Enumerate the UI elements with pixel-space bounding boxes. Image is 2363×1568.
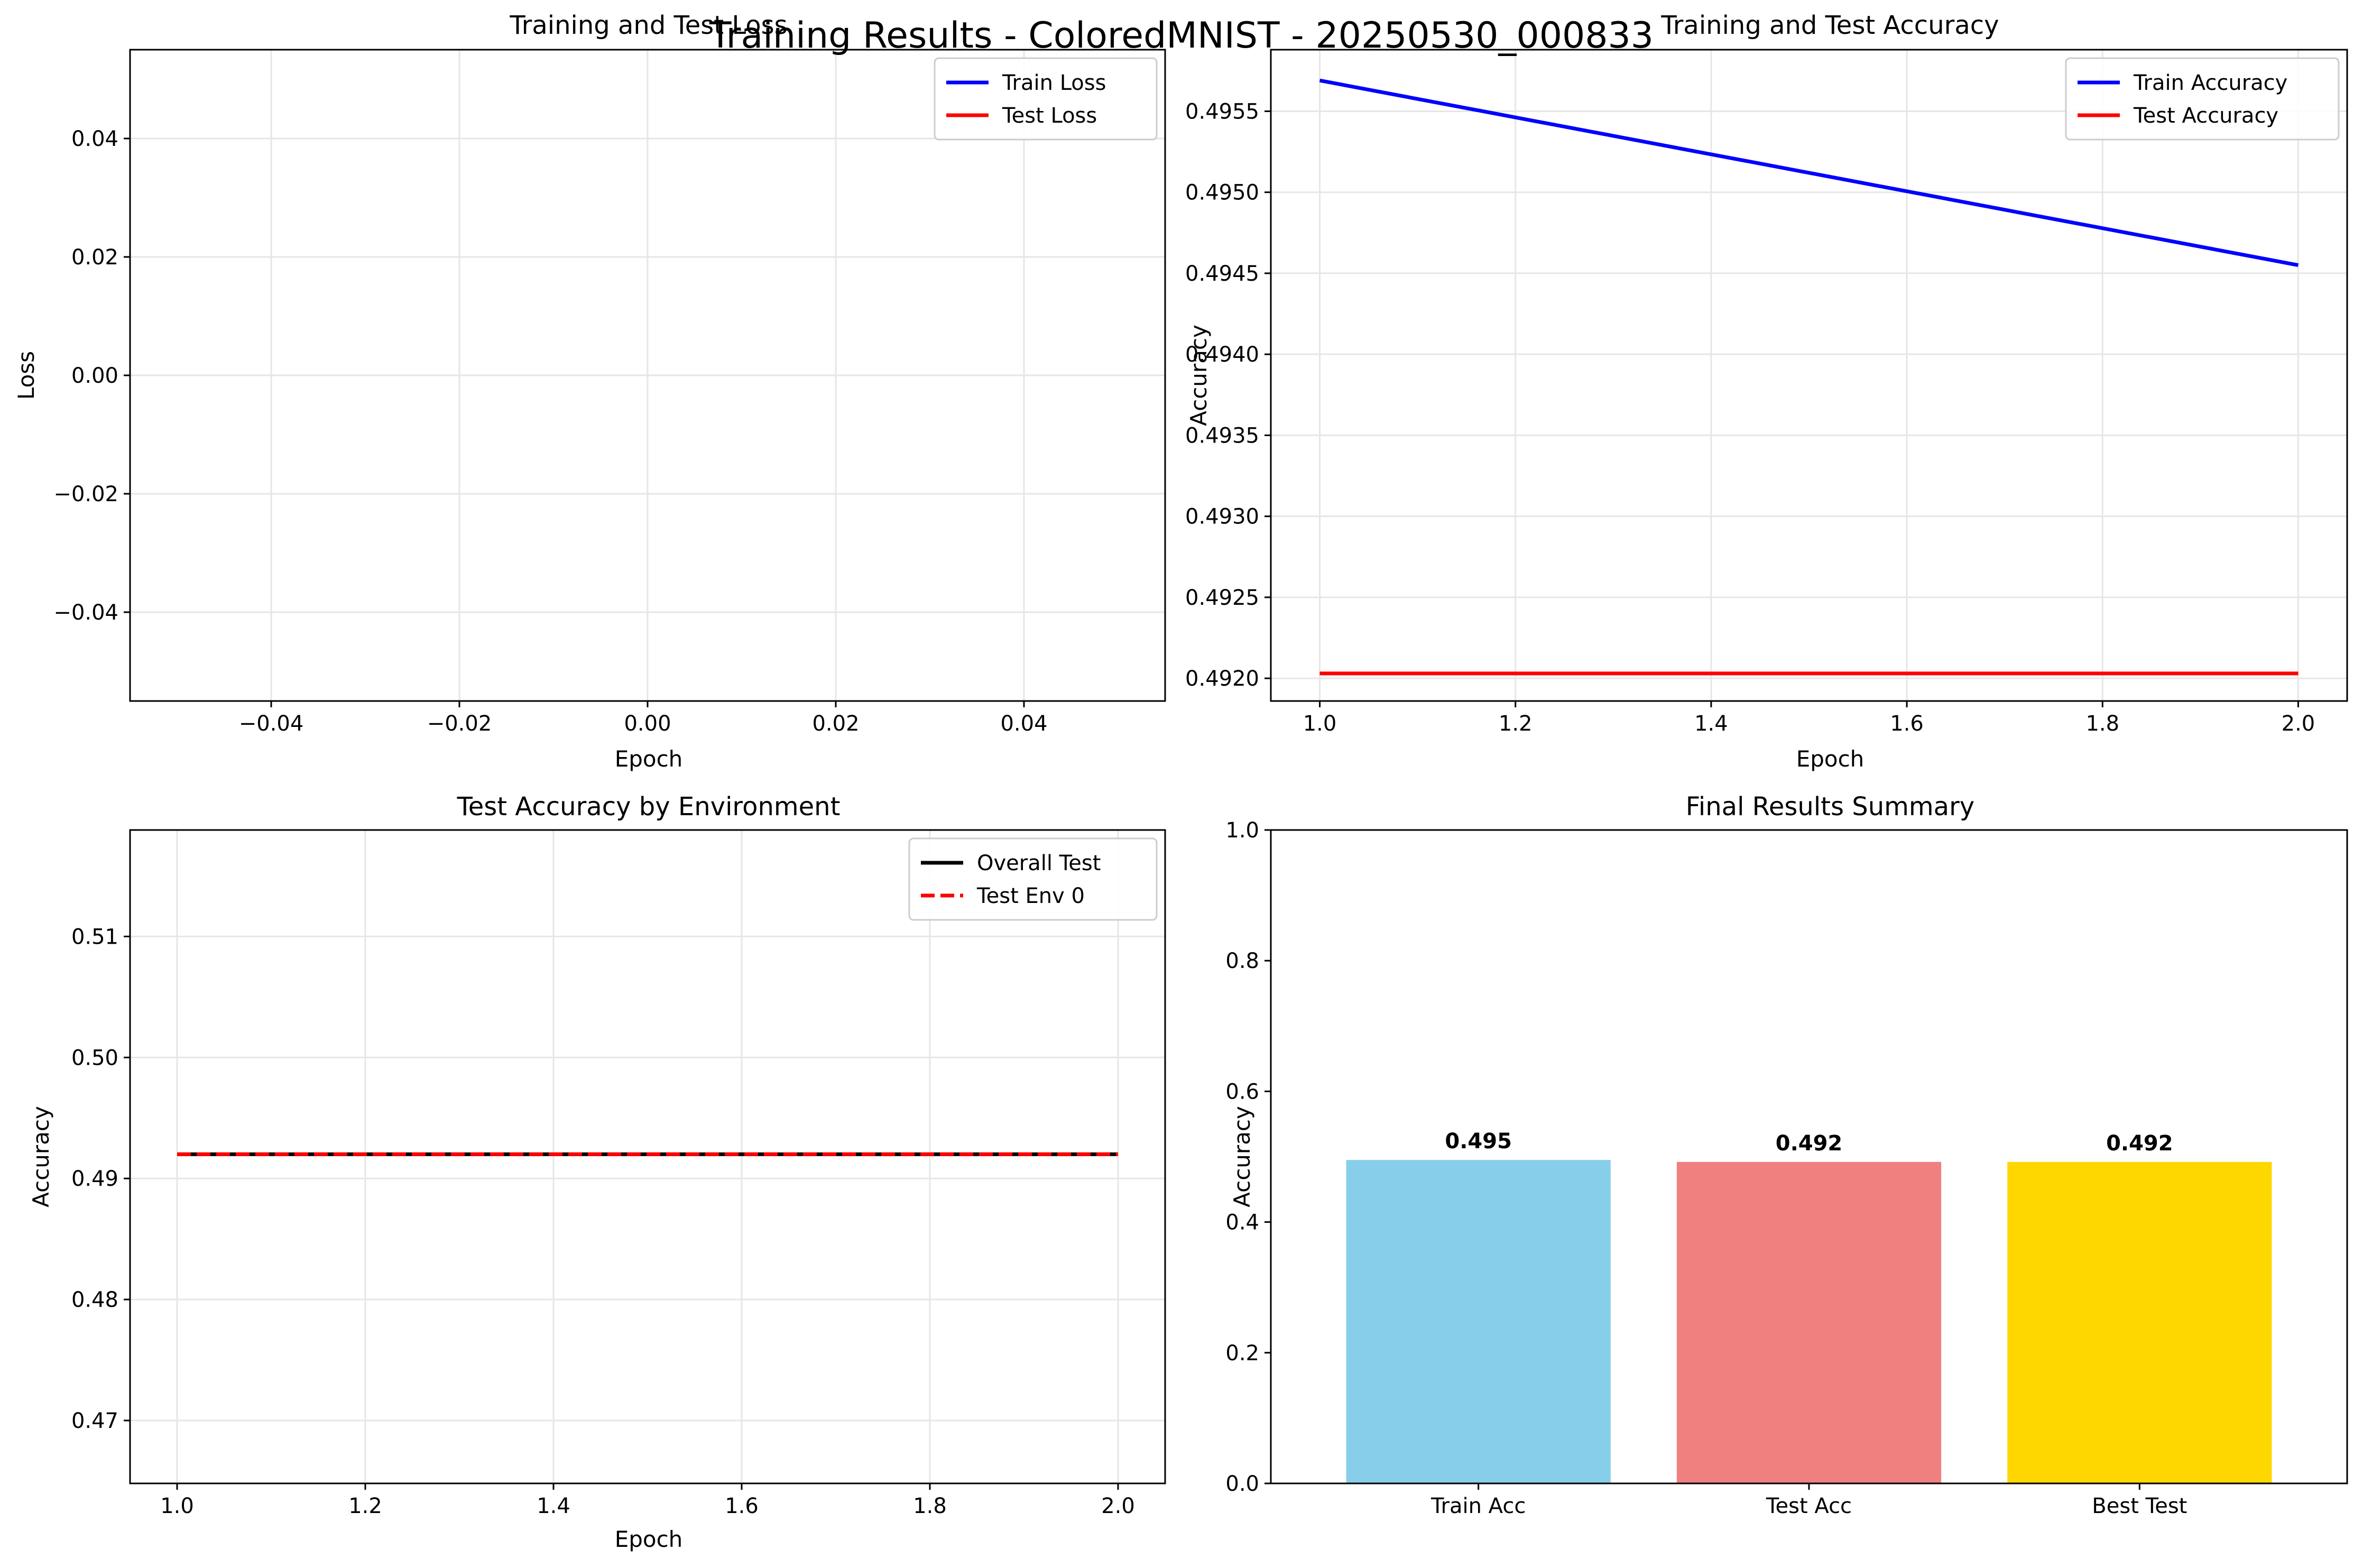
accuracy-ytick-label: 0.4930 [1185, 505, 1259, 529]
summary-bar-value-label: 0.492 [1776, 1131, 1843, 1156]
summary-xtick-label: Test Acc [1766, 1494, 1852, 1518]
loss-xtick-label: −0.04 [239, 712, 304, 736]
env-ytick-label: 0.51 [71, 925, 118, 949]
loss-panel-ticks: −0.04 −0.02 0.00 0.02 0.04 −0.04 −0.02 0.00 0.02… [53, 127, 1047, 736]
loss-ytick-label: 0.00 [71, 364, 118, 388]
loss-xtick-label: 0.00 [624, 712, 671, 736]
accuracy-ytick-label: 0.4945 [1185, 262, 1259, 286]
loss-ytick-label: 0.04 [71, 127, 118, 151]
env-ytick-label: 0.47 [71, 1409, 118, 1433]
env-panel-ticks: 1.0 1.2 1.4 1.6 1.8 2.0 0.47 0.48 0.49 0.50 0.51 [71, 925, 1135, 1518]
env-xtick-label: 1.8 [913, 1494, 947, 1518]
accuracy-xtick-label: 2.0 [2282, 712, 2315, 736]
env-ytick-label: 0.49 [71, 1167, 118, 1191]
loss-legend-box [934, 57, 1158, 141]
loss-xtick-label: 0.02 [812, 712, 859, 736]
accuracy-legend-label: Test Accuracy [2133, 104, 2278, 128]
env-xtick-label: 1.0 [160, 1494, 194, 1518]
env-panel-ylabel: Accuracy [28, 1106, 54, 1207]
env-panel: Test Accuracy by Environment Epoch Accur… [28, 792, 1166, 1552]
loss-ytick-label: 0.02 [71, 245, 118, 270]
accuracy-xtick-label: 1.8 [2085, 712, 2119, 736]
summary-xtick-label: Train Acc [1430, 1494, 1526, 1518]
summary-panel-plot: 0.495 0.492 0.492 [1346, 1129, 2272, 1483]
env-panel-frame [129, 829, 1166, 1484]
accuracy-panel-ticks: 1.0 1.2 1.4 1.6 1.8 2.0 0.4920 0.4925 0.4930 0.49… [1185, 99, 2315, 736]
summary-panel-ylabel: Accuracy [1229, 1106, 1255, 1207]
summary-ytick-label: 0.2 [1225, 1341, 1259, 1366]
summary-panel-ticks: 0.0 0.2 0.4 0.6 0.8 1.0 Train Acc Test Acc Best … [1225, 818, 2187, 1518]
accuracy-panel-legend: Train Accuracy Test Accuracy [2065, 57, 2340, 141]
summary-ytick-label: 1.0 [1225, 818, 1259, 843]
accuracy-ytick-label: 0.4940 [1185, 343, 1259, 367]
accuracy-ytick-label: 0.4935 [1185, 423, 1259, 448]
accuracy-legend-box [2065, 57, 2340, 141]
summary-ytick-label: 0.4 [1225, 1211, 1259, 1235]
env-xtick-label: 1.2 [348, 1494, 382, 1518]
summary-panel: Final Results Summary Accuracy 0.495 0.49… [1225, 792, 2348, 1518]
env-xtick-label: 2.0 [1101, 1494, 1135, 1518]
accuracy-legend-label: Train Accuracy [2133, 71, 2287, 95]
loss-xtick-label: 0.04 [1000, 712, 1047, 736]
summary-bar-value-label: 0.492 [2106, 1131, 2173, 1156]
accuracy-xtick-label: 1.4 [1694, 712, 1728, 736]
env-panel-title: Test Accuracy by Environment [457, 792, 841, 822]
loss-ytick-label: −0.04 [53, 601, 118, 625]
env-ytick-label: 0.50 [71, 1046, 118, 1070]
loss-ytick-label: −0.02 [53, 482, 118, 506]
env-legend-label: Overall Test [977, 851, 1101, 875]
summary-bar-2 [2007, 1161, 2272, 1483]
env-panel-grid [130, 830, 1165, 1483]
env-legend-box [908, 837, 1158, 921]
env-panel-xlabel: Epoch [615, 1526, 683, 1552]
accuracy-panel-grid [1271, 50, 2347, 701]
loss-panel-xlabel: Epoch [615, 746, 683, 772]
accuracy-panel-title: Training and Test Accuracy [1660, 11, 1999, 40]
summary-ytick-label: 0.6 [1225, 1080, 1259, 1104]
loss-panel-ylabel: Loss [13, 351, 39, 400]
accuracy-ytick-label: 0.4925 [1185, 586, 1259, 610]
accuracy-panel-ylabel: Accuracy [1186, 325, 1212, 426]
env-xtick-label: 1.6 [725, 1494, 759, 1518]
accuracy-panel-xlabel: Epoch [1796, 746, 1864, 772]
summary-bar-value-label: 0.495 [1445, 1129, 1512, 1154]
accuracy-series-0-line [1319, 78, 2299, 268]
env-ytick-label: 0.48 [71, 1288, 118, 1312]
loss-legend-label: Test Loss [1002, 104, 1097, 128]
summary-ytick-label: 0.0 [1225, 1472, 1259, 1496]
summary-panel-title: Final Results Summary [1686, 792, 1974, 822]
env-panel-legend: Overall Test Test Env 0 [908, 837, 1158, 921]
accuracy-ytick-label: 0.4955 [1185, 99, 1259, 124]
accuracy-panel-plot [1319, 78, 2299, 676]
accuracy-xtick-label: 1.6 [1890, 712, 1924, 736]
accuracy-ytick-label: 0.4920 [1185, 667, 1259, 691]
accuracy-panel-frame [1270, 49, 2348, 702]
accuracy-xtick-label: 1.0 [1303, 712, 1337, 736]
loss-panel-title: Training and Test Loss [509, 11, 787, 40]
figure-suptitle: Training Results - ColoredMNIST - 202505… [709, 15, 1654, 57]
env-legend-label: Test Env 0 [976, 884, 1085, 908]
summary-xtick-label: Best Test [2092, 1494, 2187, 1518]
loss-panel-legend: Train Loss Test Loss [934, 57, 1158, 141]
accuracy-panel: Training and Test Accuracy Epoch Accurac… [1185, 11, 2348, 772]
summary-bar-0 [1346, 1160, 1611, 1483]
loss-legend-label: Train Loss [1002, 71, 1106, 95]
loss-xtick-label: −0.02 [427, 712, 492, 736]
summary-bar-1 [1676, 1161, 1942, 1483]
loss-panel: Training and Test Loss Epoch Loss −0.04−… [13, 11, 1166, 772]
accuracy-xtick-label: 1.2 [1499, 712, 1533, 736]
summary-ytick-label: 0.8 [1225, 949, 1259, 973]
env-xtick-label: 1.4 [537, 1494, 570, 1518]
accuracy-ytick-label: 0.4950 [1185, 181, 1259, 205]
